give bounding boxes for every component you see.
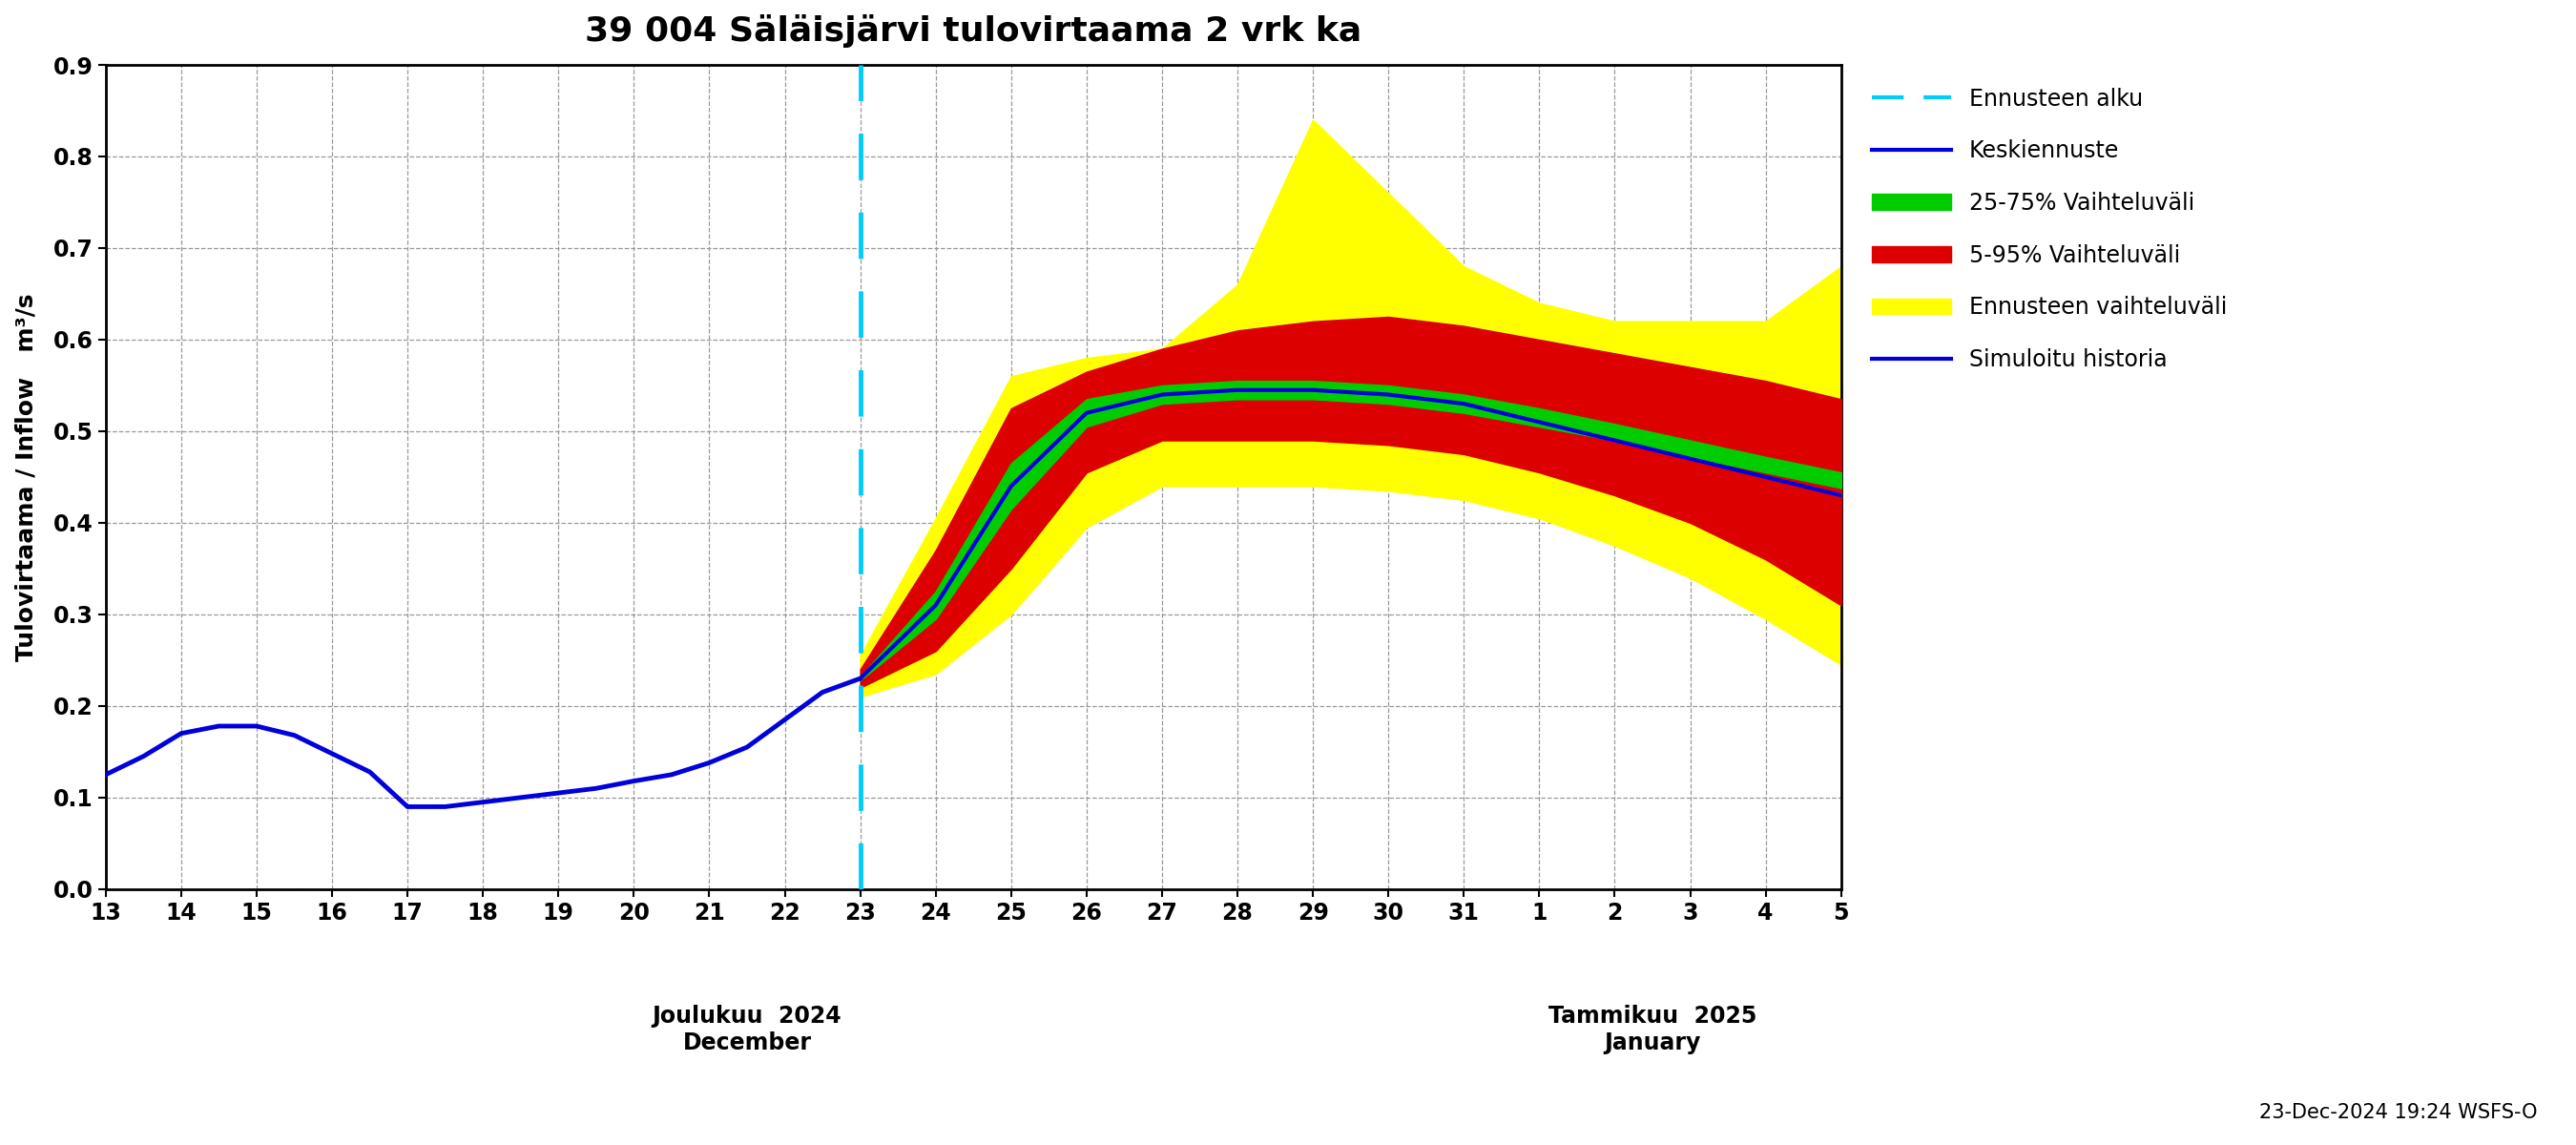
Text: Joulukuu  2024
December: Joulukuu 2024 December (652, 1004, 842, 1053)
Title: 39 004 Säläisjärvi tulovirtaama 2 vrk ka: 39 004 Säläisjärvi tulovirtaama 2 vrk ka (585, 14, 1363, 48)
Text: 23-Dec-2024 19:24 WSFS-O: 23-Dec-2024 19:24 WSFS-O (2259, 1103, 2537, 1122)
Legend: Ennusteen alku, Keskiennuste, 25-75% Vaihteluväli, 5-95% Vaihteluväli, Ennusteen: Ennusteen alku, Keskiennuste, 25-75% Vai… (1860, 77, 2239, 382)
Text: Tammikuu  2025
January: Tammikuu 2025 January (1548, 1004, 1757, 1053)
Y-axis label: Tulovirtaama / Inflow   m³/s: Tulovirtaama / Inflow m³/s (15, 293, 36, 661)
